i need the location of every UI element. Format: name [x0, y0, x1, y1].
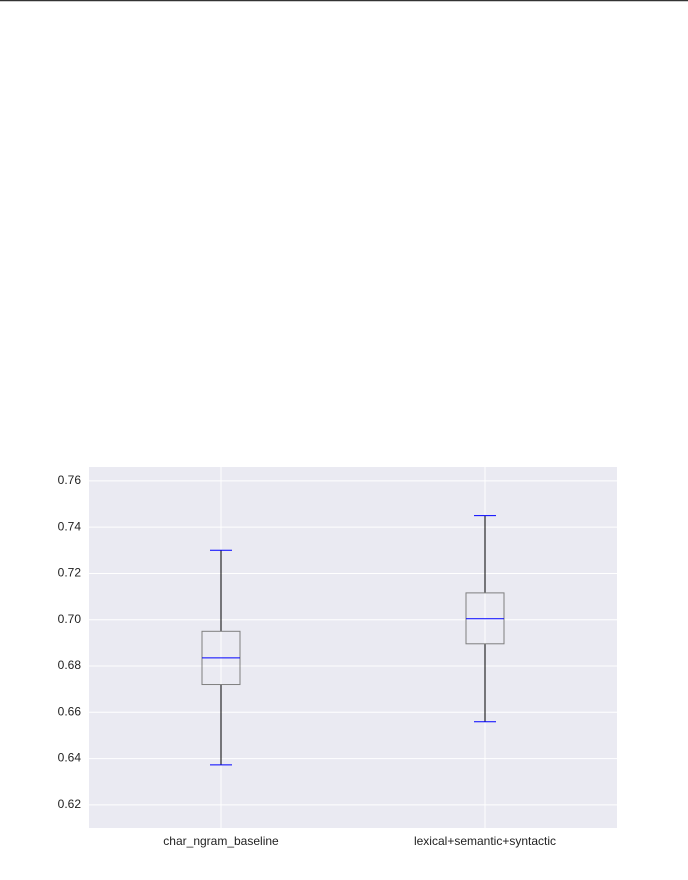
y-tick-label: 0.68 [58, 658, 82, 672]
y-tick-label: 0.64 [58, 751, 82, 765]
y-tick-label: 0.74 [58, 519, 82, 533]
y-tick-label: 0.72 [58, 566, 82, 580]
y-tick-label: 0.76 [58, 473, 82, 487]
y-tick-label: 0.62 [58, 797, 82, 811]
plot-background [89, 467, 617, 828]
y-tick-label: 0.66 [58, 704, 82, 718]
x-tick-label: char_ngram_baseline [163, 834, 279, 848]
x-tick-label: lexical+semantic+syntactic [414, 834, 556, 848]
y-tick-label: 0.70 [58, 612, 82, 626]
